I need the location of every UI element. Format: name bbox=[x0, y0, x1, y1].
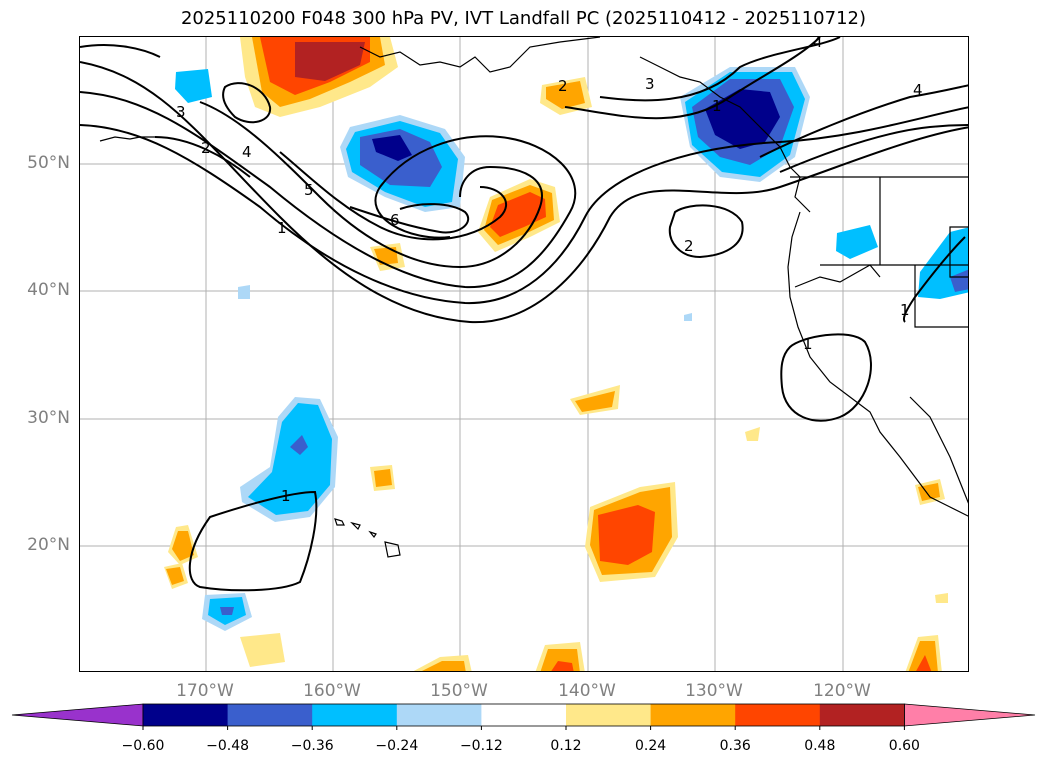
contour-label: 5 bbox=[304, 181, 314, 199]
state-borders bbox=[790, 176, 968, 328]
contour-6 bbox=[349, 203, 470, 234]
lat-label-40n: 40°N bbox=[27, 280, 70, 300]
colorbar-tick-label: 0.36 bbox=[719, 738, 751, 754]
contour-label: 6 bbox=[390, 211, 400, 229]
map-plot: 4 4 2 3 3 2 4 5 6 1 2 1 1 1 1 bbox=[80, 37, 968, 671]
map-panel: 4 4 2 3 3 2 4 5 6 1 2 1 1 1 1 bbox=[79, 36, 969, 672]
contour-label: 1 bbox=[803, 335, 813, 353]
cool-patch-nw bbox=[175, 69, 212, 103]
contour-1 bbox=[80, 61, 968, 324]
coast-baja bbox=[909, 396, 968, 504]
colorbar-segment bbox=[650, 704, 736, 726]
contour-4-east bbox=[759, 84, 968, 158]
contour-loop-nw bbox=[222, 82, 272, 124]
colorbar-tick-label: 0.48 bbox=[804, 738, 836, 754]
colorbar-tick-label: −0.48 bbox=[206, 738, 250, 754]
contour-4 bbox=[199, 101, 543, 269]
colorbar-segments bbox=[11, 703, 1036, 727]
colorbar-tick-label: −0.60 bbox=[121, 738, 165, 754]
contour-label: 4 bbox=[813, 37, 823, 51]
contour-label: 3 bbox=[176, 103, 186, 121]
colorbar-tick-label: 0.60 bbox=[888, 738, 920, 754]
colorbar-segment bbox=[396, 704, 482, 726]
contour-5 bbox=[279, 151, 508, 241]
colorbar bbox=[11, 703, 1036, 730]
colorbar-segment bbox=[143, 704, 229, 726]
colorbar-tick-label: −0.36 bbox=[290, 738, 334, 754]
colorbar-segment bbox=[735, 704, 821, 726]
coastlines bbox=[99, 37, 968, 558]
colorbar-tick-label: 0.12 bbox=[550, 738, 582, 754]
colorbar-extend-high bbox=[904, 703, 1036, 727]
lon-label-120w: 120°W bbox=[813, 681, 871, 701]
contour-4-north bbox=[599, 37, 841, 102]
contour-label: 1 bbox=[277, 219, 287, 237]
contour-loop-southeast bbox=[780, 333, 872, 422]
colorbar-segment bbox=[312, 704, 398, 726]
lon-label-160w: 160°W bbox=[303, 681, 361, 701]
lon-label-170w: 170°W bbox=[176, 681, 234, 701]
contour-loop-east bbox=[668, 204, 744, 259]
contour-label: 4 bbox=[242, 143, 252, 161]
colorbar-segment bbox=[819, 704, 905, 726]
coast-alaska bbox=[359, 37, 601, 73]
shaded-fields bbox=[164, 37, 968, 671]
contour-3-north bbox=[564, 37, 821, 120]
colorbar-tick-label: 0.24 bbox=[635, 738, 667, 754]
pv-contours bbox=[80, 37, 968, 592]
lon-label-130w: 130°W bbox=[685, 681, 743, 701]
lon-label-150w: 150°W bbox=[430, 681, 488, 701]
contour-label: 1 bbox=[281, 487, 291, 505]
contour-label: 2 bbox=[201, 139, 211, 157]
contour-label: 1 bbox=[712, 97, 722, 115]
contour-loop-southwest bbox=[188, 490, 318, 592]
colorbar-segment bbox=[481, 704, 567, 726]
colorbar-tick-label: −0.24 bbox=[375, 738, 419, 754]
colorbar-outline bbox=[142, 703, 905, 727]
colorbar-segment bbox=[227, 704, 313, 726]
contour-label: 2 bbox=[684, 237, 694, 255]
contour-labels: 4 4 2 3 3 2 4 5 6 1 2 1 1 1 1 bbox=[176, 37, 923, 505]
contour-label: 3 bbox=[645, 75, 655, 93]
lat-label-20n: 20°N bbox=[27, 535, 70, 555]
colorbar-extend-low bbox=[11, 703, 144, 727]
colorbar-tick-label: −0.12 bbox=[459, 738, 503, 754]
contour-label: 1 bbox=[900, 301, 910, 319]
contour-label: 4 bbox=[913, 81, 923, 99]
contour-3 bbox=[80, 91, 577, 289]
coast-west-us bbox=[787, 211, 968, 517]
lat-label-30n: 30°N bbox=[27, 408, 70, 428]
colorbar-segment bbox=[566, 704, 652, 726]
lon-label-140w: 140°W bbox=[558, 681, 616, 701]
map-title: 2025110200 F048 300 hPa PV, IVT Landfall… bbox=[180, 8, 867, 29]
contour-label: 2 bbox=[558, 77, 568, 95]
islands-hawaii bbox=[334, 518, 401, 558]
contour-4-east-inner bbox=[779, 124, 968, 173]
lat-label-50n: 50°N bbox=[27, 153, 70, 173]
gridlines bbox=[80, 37, 968, 671]
